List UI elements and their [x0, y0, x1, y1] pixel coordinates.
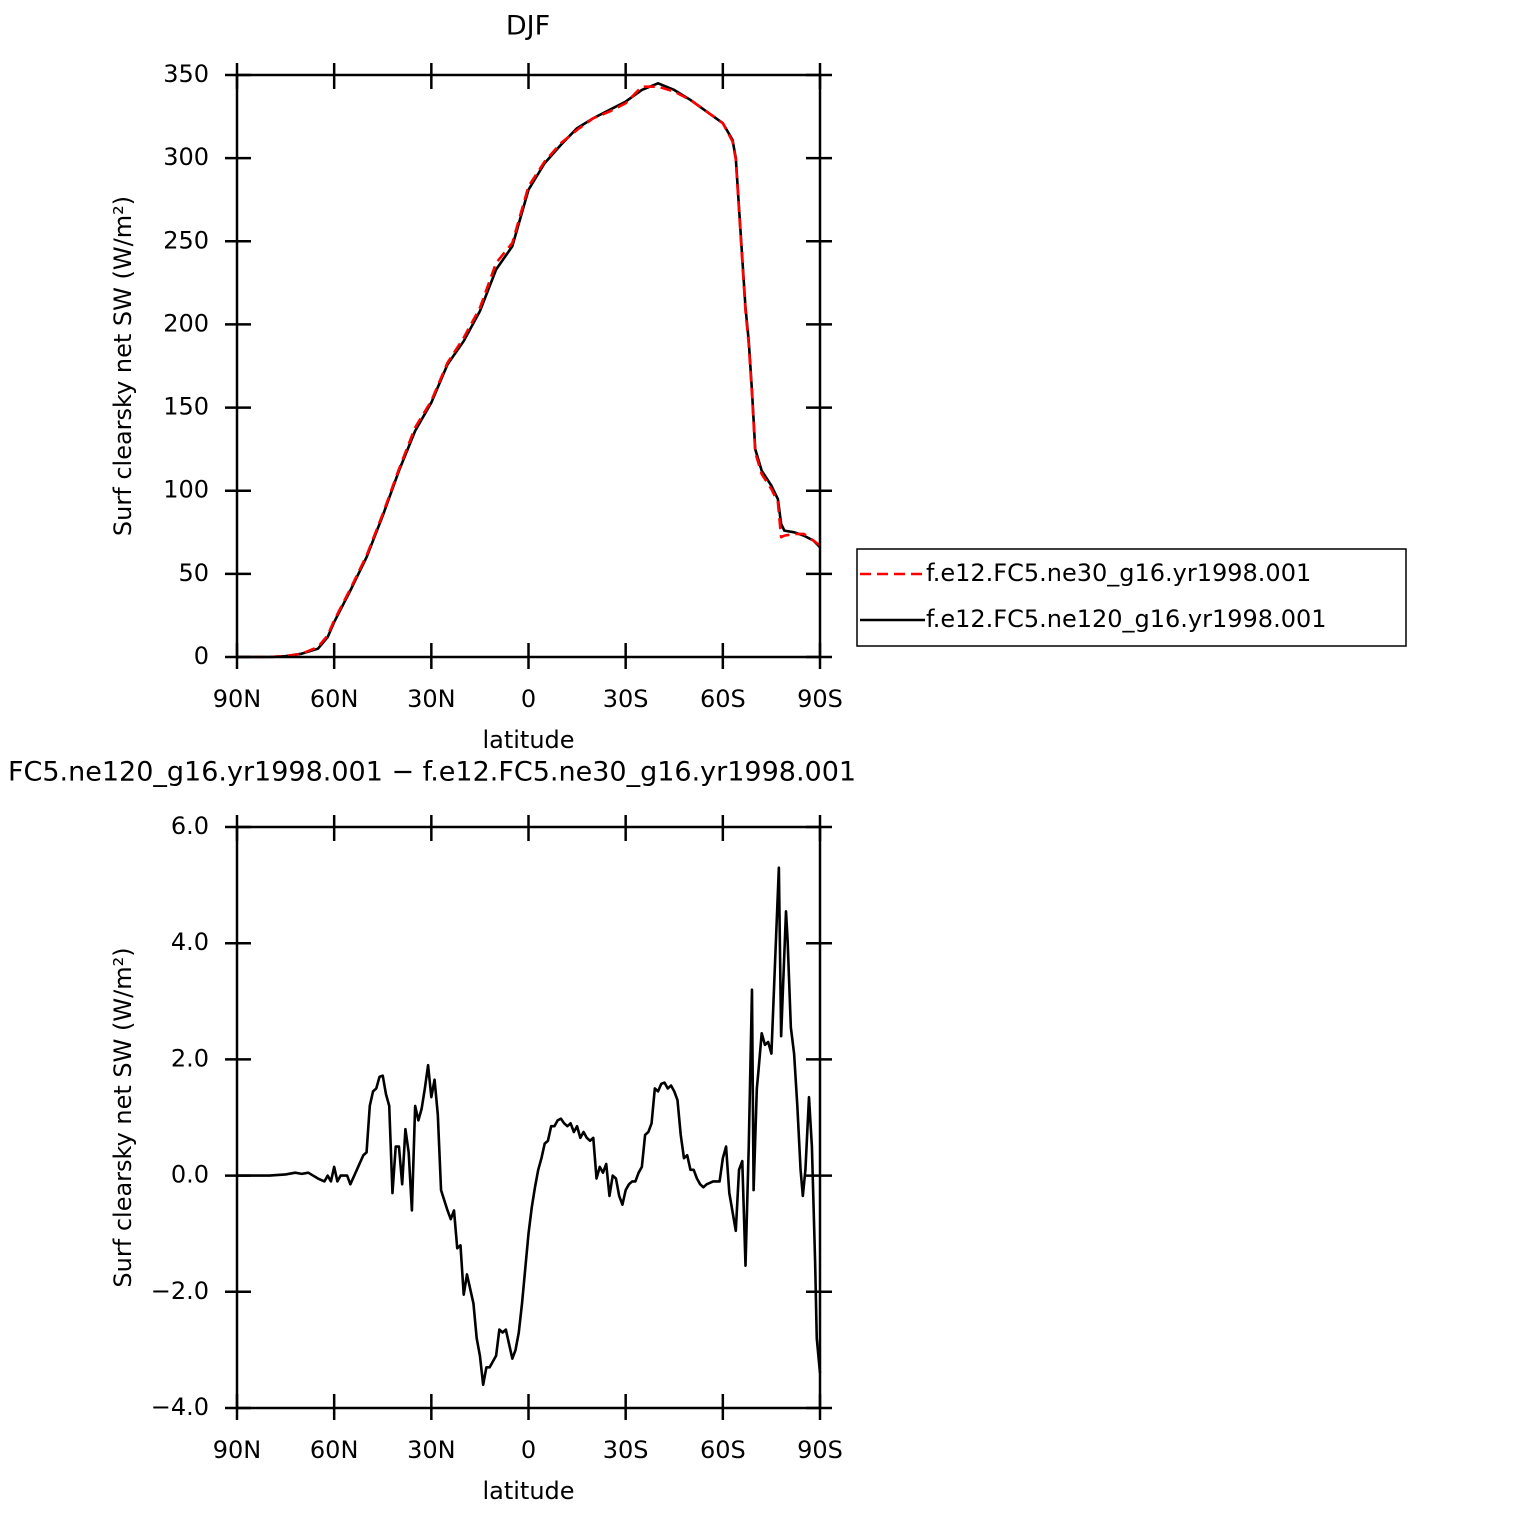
- y-tick-label: −4.0: [151, 1393, 209, 1421]
- y-tick-label: 50: [178, 559, 209, 587]
- y-tick-label: 0: [194, 642, 209, 670]
- y-tick-label: 200: [163, 309, 209, 337]
- y-tick-label: 250: [163, 226, 209, 254]
- x-tick-label: 30N: [407, 1436, 456, 1464]
- data-line: [237, 82, 821, 659]
- x-tick-label: 90S: [797, 685, 843, 713]
- chart-title: DJF: [506, 11, 550, 42]
- y-tick-label: 150: [163, 393, 209, 421]
- y-tick-label: 100: [163, 476, 209, 504]
- x-tick-label: 30N: [407, 685, 456, 713]
- plot-frame: [235, 73, 822, 659]
- x-tick-label: 90N: [213, 685, 262, 713]
- y-tick-label: −2.0: [151, 1277, 209, 1305]
- legend-box: [856, 548, 1407, 647]
- x-axis-label: latitude: [482, 726, 574, 754]
- data-line: [237, 866, 822, 1387]
- x-tick-label: 60S: [700, 685, 746, 713]
- x-tick-label: 30S: [603, 685, 649, 713]
- y-tick-label: 4.0: [171, 928, 209, 956]
- x-tick-label: 90N: [213, 1436, 262, 1464]
- y-axis-label: Surf clearsky net SW (W/m²): [109, 196, 137, 536]
- x-tick-label: 0: [521, 1436, 536, 1464]
- y-tick-label: 0.0: [171, 1161, 209, 1189]
- y-axis-label: Surf clearsky net SW (W/m²): [109, 947, 137, 1287]
- x-axis-label: latitude: [482, 1477, 574, 1505]
- chart-title: FC5.ne120_g16.yr1998.001 − f.e12.FC5.ne3…: [8, 757, 856, 788]
- plot-frame: [235, 825, 822, 1410]
- y-tick-label: 350: [163, 60, 209, 88]
- x-tick-label: 0: [521, 685, 536, 713]
- x-tick-label: 60S: [700, 1436, 746, 1464]
- legend-label: f.e12.FC5.ne30_g16.yr1998.001: [926, 559, 1311, 587]
- data-line: [237, 85, 821, 659]
- y-tick-label: 2.0: [171, 1044, 209, 1072]
- x-tick-label: 60N: [310, 1436, 359, 1464]
- legend-label: f.e12.FC5.ne120_g16.yr1998.001: [926, 605, 1327, 633]
- y-tick-label: 300: [163, 143, 209, 171]
- y-tick-label: 6.0: [171, 812, 209, 840]
- x-tick-label: 30S: [603, 1436, 649, 1464]
- x-tick-label: 60N: [310, 685, 359, 713]
- x-tick-label: 90S: [797, 1436, 843, 1464]
